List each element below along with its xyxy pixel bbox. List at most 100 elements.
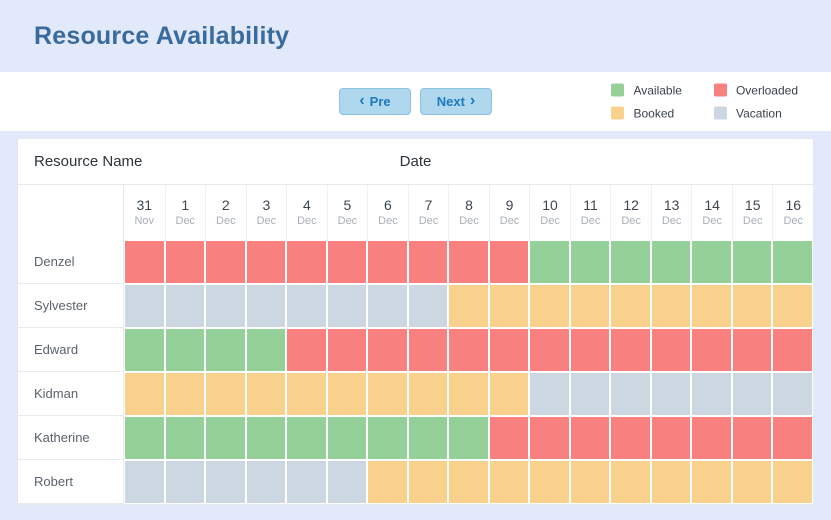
status-cell-vacation <box>124 284 165 328</box>
status-cell-overloaded <box>407 240 449 284</box>
status-cell-vacation <box>691 372 732 416</box>
date-month: Dec <box>783 215 803 227</box>
status-cell-overloaded <box>448 240 489 284</box>
next-button[interactable]: Next › <box>420 88 492 115</box>
status-cell-vacation <box>407 284 449 328</box>
status-cell-booked <box>245 372 287 416</box>
status-cell-available <box>610 240 651 284</box>
status-cell-overloaded <box>488 240 530 284</box>
status-cell-booked <box>650 284 692 328</box>
status-cell-vacation <box>731 372 773 416</box>
date-header-cell: 16 Dec <box>772 185 813 240</box>
status-cell-available <box>205 416 246 460</box>
date-day: 11 <box>583 197 598 213</box>
status-cell-overloaded <box>529 416 570 460</box>
page-title: Resource Availability <box>34 21 290 50</box>
date-month: Dec <box>661 215 682 227</box>
status-cell-available <box>124 328 165 372</box>
status-cell-available <box>286 416 327 460</box>
status-cell-vacation <box>286 460 327 504</box>
status-cell-booked <box>488 284 530 328</box>
status-cell-overloaded <box>286 328 327 372</box>
status-cell-booked <box>407 372 449 416</box>
vacation-swatch-icon <box>713 106 727 120</box>
table-body: Denzel Sylvester Edward Kidman Katherine Robe… <box>18 240 813 504</box>
available-swatch-icon <box>611 83 625 97</box>
date-month: Dec <box>580 215 601 227</box>
status-cell-overloaded <box>650 328 692 372</box>
date-header-cell: 6 Dec <box>367 185 408 240</box>
status-cell-available <box>164 328 206 372</box>
status-cell-booked <box>772 460 813 504</box>
date-header-cell: 15 Dec <box>731 185 773 240</box>
status-cell-vacation <box>650 372 692 416</box>
date-month: Dec <box>499 215 520 227</box>
status-cell-vacation <box>164 460 206 504</box>
date-day: 14 <box>704 197 720 213</box>
overloaded-swatch-icon <box>713 83 727 97</box>
status-cell-booked <box>448 460 489 504</box>
status-cell-overloaded <box>691 416 732 460</box>
status-cell-booked <box>367 460 408 504</box>
legend: Available Overloaded Booked Vacation <box>611 83 798 120</box>
date-header-cell: 12 Dec <box>610 185 651 240</box>
date-day: 2 <box>221 197 230 213</box>
date-month: Dec <box>378 215 398 227</box>
date-day: 31 <box>136 197 153 213</box>
status-cell-overloaded <box>772 416 813 460</box>
status-cell-overloaded <box>367 328 408 372</box>
status-cell-vacation <box>529 372 570 416</box>
status-cell-booked <box>407 460 449 504</box>
status-cell-vacation <box>367 284 408 328</box>
resource-name-cell: Robert <box>18 460 124 504</box>
status-cell-vacation <box>205 460 246 504</box>
legend-label: Booked <box>633 106 675 120</box>
date-header-cell: 10 Dec <box>529 185 570 240</box>
status-cell-booked <box>448 372 489 416</box>
resource-name-cell: Kidman <box>18 372 124 416</box>
date-day: 10 <box>542 197 558 213</box>
status-cell-vacation <box>569 372 611 416</box>
corner-cell <box>18 185 124 240</box>
status-cell-booked <box>488 460 530 504</box>
date-header-cell: 3 Dec <box>245 185 287 240</box>
date-month: Dec <box>216 215 236 227</box>
date-month: Nov <box>134 215 155 227</box>
status-cell-booked <box>367 372 408 416</box>
date-header-cell: 7 Dec <box>407 185 449 240</box>
main-area: Resource Name Date 31 Nov 1 Dec 2 Dec 3 Dec 4 Dec… <box>0 131 831 505</box>
status-cell-booked <box>691 460 732 504</box>
status-cell-overloaded <box>205 240 246 284</box>
date-month: Dec <box>337 215 358 227</box>
date-day: 3 <box>262 197 271 213</box>
table-row: Katherine <box>18 416 813 460</box>
status-cell-available <box>245 328 287 372</box>
status-cell-overloaded <box>326 240 368 284</box>
status-cell-available <box>164 416 206 460</box>
status-cell-vacation <box>205 284 246 328</box>
legend-item-vacation: Vacation <box>713 106 798 120</box>
prev-button[interactable]: ‹ Pre <box>339 88 411 115</box>
status-cell-booked <box>326 372 368 416</box>
date-day: 7 <box>424 197 433 213</box>
status-cell-booked <box>731 460 773 504</box>
next-button-label: Next <box>436 94 465 109</box>
table-header-row: Resource Name Date <box>18 139 813 185</box>
resource-name-cell: Denzel <box>18 240 124 284</box>
status-cell-available <box>772 240 813 284</box>
status-cell-available <box>448 416 489 460</box>
status-cell-overloaded <box>772 328 813 372</box>
status-cell-overloaded <box>164 240 206 284</box>
date-day: 16 <box>785 197 802 213</box>
status-cell-vacation <box>164 284 206 328</box>
date-day: 9 <box>505 197 514 213</box>
title-band: Resource Availability <box>0 0 831 72</box>
status-cell-booked <box>772 284 813 328</box>
legend-label: Available <box>633 83 682 97</box>
chevron-left-icon: ‹ <box>359 91 365 109</box>
table-row: Sylvester <box>18 284 813 328</box>
table-row: Robert <box>18 460 813 504</box>
date-header-cell: 9 Dec <box>488 185 530 240</box>
status-cell-overloaded <box>326 328 368 372</box>
date-header-cell: 31 Nov <box>124 185 165 240</box>
